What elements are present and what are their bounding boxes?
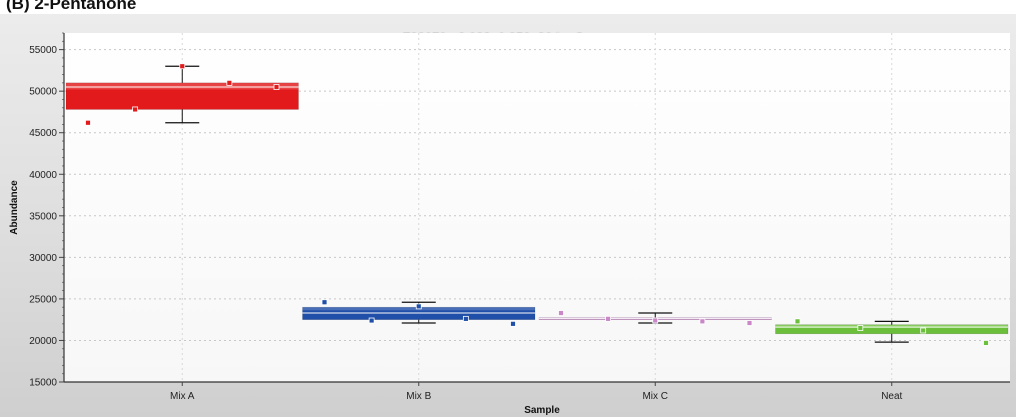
box-mix-b bbox=[302, 299, 536, 327]
data-point bbox=[857, 325, 864, 331]
x-axis: Mix A Mix B Mix C Neat bbox=[64, 381, 1010, 402]
x-axis-label: Sample bbox=[524, 405, 560, 416]
data-point bbox=[920, 327, 927, 334]
data-point bbox=[179, 63, 186, 70]
box-highlight bbox=[66, 82, 299, 90]
y-tick-label: 45000 bbox=[29, 128, 57, 139]
data-point bbox=[794, 318, 801, 325]
box-mix-c bbox=[538, 310, 772, 326]
data-point bbox=[415, 303, 422, 310]
data-point bbox=[85, 119, 91, 126]
box-series bbox=[65, 63, 1009, 346]
box-mix-a bbox=[65, 63, 299, 126]
y-axis: 15000 20000 25000 30000 35000 40000 45000 50000… bbox=[29, 32, 65, 389]
y-tick-label: 55000 bbox=[29, 45, 57, 56]
x-tick-label: Mix C bbox=[642, 391, 668, 402]
data-point bbox=[132, 106, 139, 113]
data-point bbox=[510, 320, 516, 327]
data-point bbox=[746, 320, 753, 326]
x-tick-label: Mix A bbox=[170, 391, 195, 402]
data-point bbox=[605, 315, 612, 322]
y-tick-label: 25000 bbox=[29, 294, 57, 305]
box-neat bbox=[775, 318, 1009, 346]
y-tick-label: 15000 bbox=[29, 378, 57, 389]
data-point bbox=[983, 340, 989, 346]
data-point bbox=[462, 315, 469, 322]
data-point bbox=[321, 299, 328, 306]
y-tick-label: 20000 bbox=[29, 336, 57, 347]
y-tick-label: 30000 bbox=[29, 253, 57, 264]
box-highlight bbox=[775, 324, 1008, 327]
y-tick-label: 50000 bbox=[29, 87, 57, 98]
data-point bbox=[558, 310, 564, 316]
y-axis-label: Abundance bbox=[9, 180, 20, 235]
data-point bbox=[652, 317, 659, 324]
data-point bbox=[368, 317, 375, 324]
x-tick-label: Mix B bbox=[406, 391, 431, 402]
data-point bbox=[226, 79, 233, 86]
data-point bbox=[699, 318, 706, 325]
panel-label: (B) 2-Pentanone bbox=[6, 0, 137, 13]
x-tick-label: Neat bbox=[881, 391, 902, 402]
y-tick-label: 40000 bbox=[29, 170, 57, 181]
data-point bbox=[273, 84, 280, 90]
y-tick-label: 35000 bbox=[29, 211, 57, 222]
